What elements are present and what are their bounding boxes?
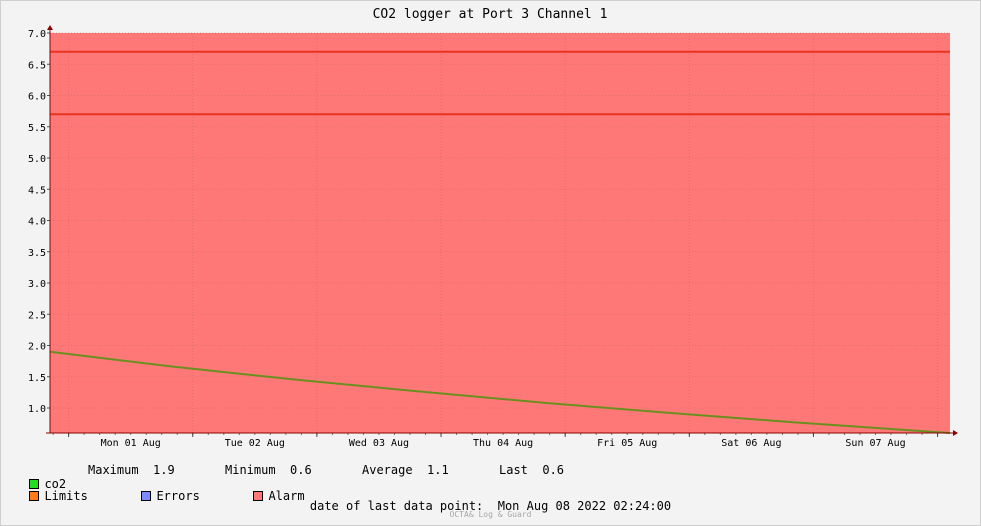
x-axis-arrow <box>953 430 958 436</box>
stat-maximum: Maximum 1.9 <box>88 463 175 477</box>
errors-swatch <box>141 491 152 501</box>
series-line-co2 <box>49 350 951 434</box>
chart-canvas: CO2 logger at Port 3 Channel 1 1.0 1.5 2.0 2… <box>28 7 958 449</box>
legend-errors-label: Errors <box>156 489 200 503</box>
x-tick-label: Tue 02 Aug <box>225 438 285 449</box>
legend-alarm: Alarm <box>239 475 305 503</box>
legend-co2-label: co2 <box>44 477 67 491</box>
stat-last-value: 0.6 <box>542 463 565 477</box>
y-tick-label: 3.0 <box>28 279 46 290</box>
legend-co2: co2 <box>15 463 66 491</box>
y-tick-label: 4.0 <box>28 217 46 228</box>
stat-minimum-label: Minimum <box>225 463 276 477</box>
co2-swatch <box>29 479 40 489</box>
y-tick-label: 2.5 <box>28 310 46 321</box>
brand-watermark: OCTA& Log & Guard <box>449 510 532 519</box>
alarm-band <box>50 33 950 433</box>
x-tick-label: Mon 01 Aug <box>101 438 161 449</box>
stat-average: Average 1.1 <box>362 463 449 477</box>
y-tick-label: 4.5 <box>28 185 46 196</box>
x-tick-label: Fri 05 Aug <box>597 438 657 449</box>
y-tick-label: 6.0 <box>28 92 46 103</box>
x-tick-label: Sat 06 Aug <box>721 438 781 449</box>
legend-limits: Limits <box>15 475 88 503</box>
x-tick-label: Sun 07 Aug <box>845 438 905 449</box>
y-tick-label: 1.5 <box>28 373 46 384</box>
y-axis-arrow <box>47 25 53 30</box>
stat-last: Last 0.6 <box>499 463 564 477</box>
y-tick-label: 7.0 <box>28 29 46 40</box>
last-data-point-text: date of last data point: Mon Aug 08 2022… <box>309 499 672 513</box>
legend-alarm-label: Alarm <box>268 489 305 503</box>
y-tick-label: 6.5 <box>28 60 46 71</box>
stat-average-value: 1.1 <box>427 463 449 477</box>
stat-average-label: Average <box>362 463 413 477</box>
stat-minimum: Minimum 0.6 <box>225 463 312 477</box>
stat-maximum-label: Maximum <box>88 463 139 477</box>
y-tick-label: 2.0 <box>28 342 46 353</box>
y-tick-label: 5.5 <box>28 123 46 134</box>
y-tick-label: 5.0 <box>28 154 46 165</box>
stat-last-label: Last <box>499 463 528 477</box>
y-tick-label: 3.5 <box>28 248 46 259</box>
legend-errors: Errors <box>127 475 200 503</box>
x-tick-label: Thu 04 Aug <box>473 438 533 449</box>
y-tick-label: 1.0 <box>28 404 46 415</box>
stat-minimum-value: 0.6 <box>290 463 312 477</box>
x-tick-label: Wed 03 Aug <box>349 438 409 449</box>
alarm-swatch <box>253 491 264 501</box>
legend-limits-label: Limits <box>44 489 88 503</box>
chart-title: CO2 logger at Port 3 Channel 1 <box>373 7 608 22</box>
stat-maximum-value: 1.9 <box>153 463 175 477</box>
limits-swatch <box>29 491 40 501</box>
